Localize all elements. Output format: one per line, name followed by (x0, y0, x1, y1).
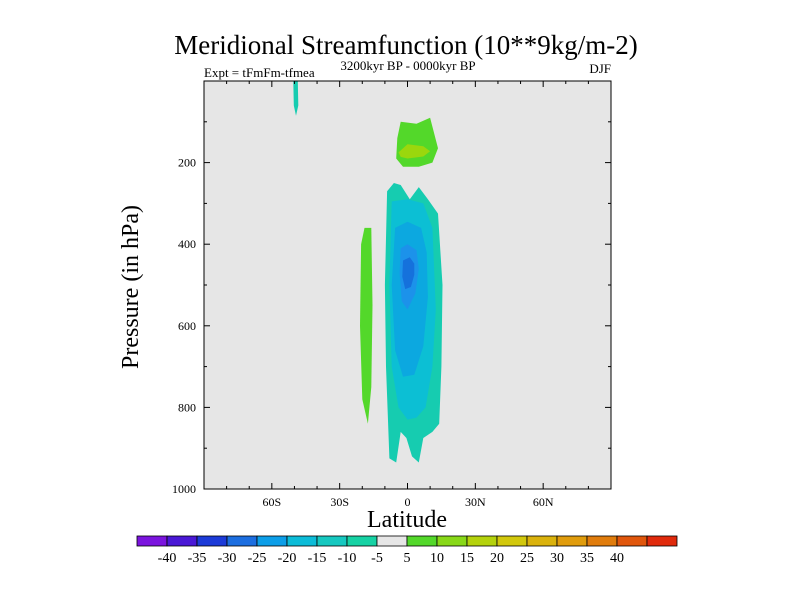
region-upper-positive-core (398, 144, 431, 159)
colorbar-label: 40 (610, 551, 624, 566)
colorbar-swatch (526, 535, 558, 547)
colorbar-label: 5 (404, 551, 411, 566)
colorbar-label: 20 (490, 551, 504, 566)
y-tick-label: 400 (178, 237, 196, 251)
x-tick-label: 30N (465, 495, 486, 509)
colorbar-swatch (556, 535, 588, 547)
period-label: 3200kyr BP - 0000kyr BP (340, 58, 475, 73)
colorbar-swatch (316, 535, 348, 547)
x-axis-label: Latitude (367, 507, 447, 533)
region-upper-positive-cell (396, 117, 438, 167)
colorbar-label: -20 (278, 551, 297, 566)
colorbar: -40 -35 -30 -25 -20 -15 -10 -5 5 10 15 20 25 30 35 40 (136, 535, 678, 566)
colorbar-swatch (496, 535, 528, 547)
region-southern-positive-band (360, 227, 373, 424)
colorbar-swatch (136, 535, 168, 547)
axis-ticks: 60S 30S 0 30N 60N 200 400 600 800 1000 (172, 81, 611, 509)
colorbar-label: -5 (371, 551, 383, 566)
colorbar-label: -10 (338, 551, 357, 566)
chart-title: Meridional Streamfunction (10**9kg/m-2) (174, 30, 637, 60)
x-tick-label: 0 (405, 495, 411, 509)
y-axis-label: Pressure (in hPa) (118, 205, 144, 369)
colorbar-swatch (586, 535, 618, 547)
colorbar-swatch (196, 535, 228, 547)
contour-regions (293, 81, 443, 463)
y-tick-label: 1000 (172, 482, 196, 496)
y-tick-label: 800 (178, 400, 196, 414)
colorbar-swatch (466, 535, 498, 547)
colorbar-swatch (646, 535, 678, 547)
colorbar-label: -25 (248, 551, 267, 566)
region-negative-30 (402, 257, 415, 290)
colorbar-swatch (406, 535, 438, 547)
colorbar-swatch (616, 535, 648, 547)
colorbar-swatch (166, 535, 198, 547)
region-south-upper-blip (293, 81, 299, 116)
colorbar-swatch (436, 535, 468, 547)
colorbar-swatch (256, 535, 288, 547)
colorbar-label: 35 (580, 551, 594, 566)
colorbar-label: 25 (520, 551, 534, 566)
season-label: DJF (589, 61, 611, 76)
y-tick-label: 600 (178, 319, 196, 333)
colorbar-label: -15 (308, 551, 327, 566)
colorbar-label: 15 (460, 551, 474, 566)
x-tick-label: 60S (262, 495, 281, 509)
x-tick-label: 60N (533, 495, 554, 509)
colorbar-label: 10 (430, 551, 444, 566)
colorbar-swatch (346, 535, 378, 547)
colorbar-swatch (286, 535, 318, 547)
x-tick-label: 30S (330, 495, 349, 509)
colorbar-swatch (226, 535, 258, 547)
colorbar-label: -40 (158, 551, 177, 566)
colorbar-label: -35 (188, 551, 207, 566)
colorbar-label: -30 (218, 551, 237, 566)
experiment-label: Expt = tFmFm-tfmea (204, 65, 315, 80)
colorbar-swatch (376, 535, 408, 547)
y-tick-label: 200 (178, 156, 196, 170)
colorbar-label: 30 (550, 551, 564, 566)
